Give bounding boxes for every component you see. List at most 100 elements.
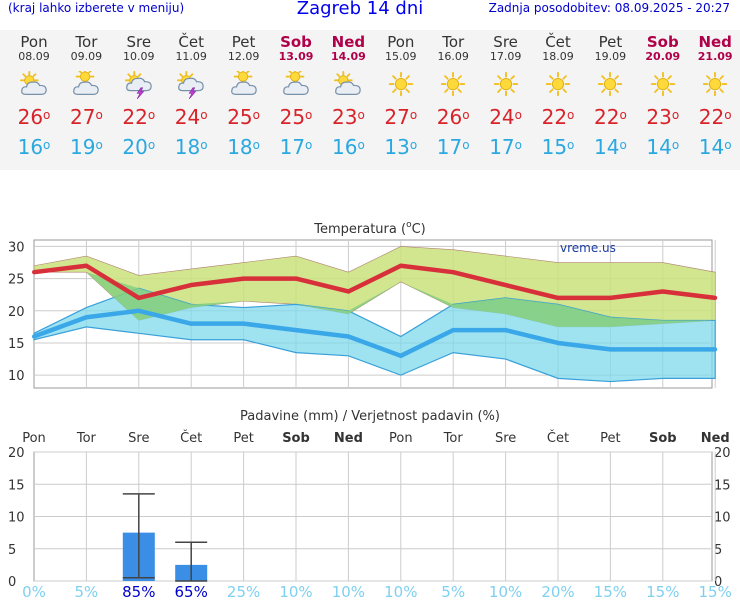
- forecast-day: Čet 11.09 24o 18o: [165, 30, 217, 160]
- max-temp: 25o: [227, 105, 260, 129]
- precip-y-tick-label-left: 15: [8, 478, 25, 493]
- min-temp-point: [346, 334, 351, 339]
- min-temp: 14o: [698, 135, 732, 159]
- precip-y-tick-label-left: 5: [8, 543, 16, 558]
- temperature-chart-title: Temperatura (oC): [313, 220, 425, 237]
- forecast-day: Pon 15.09 27o 13o: [375, 30, 427, 160]
- page-title: Zagreb 14 dni: [296, 0, 424, 19]
- max-temp: 22o: [122, 105, 156, 129]
- day-date: 21.09: [697, 50, 733, 63]
- temperature-y-tick-label: 20: [8, 305, 25, 320]
- partly-sunny-icon: [20, 71, 47, 95]
- forecast-day: Ned 21.09 22o 14o: [689, 30, 740, 160]
- max-temp: 27o: [69, 105, 103, 129]
- max-temp: 27o: [384, 105, 418, 129]
- forecast-day: Tor 16.09 26o 17o: [427, 30, 479, 160]
- precip-probability-label: 85%: [122, 583, 155, 600]
- day-date: 15.09: [385, 50, 417, 63]
- min-temp: 17o: [436, 135, 470, 159]
- precip-day-label: Ned: [334, 431, 363, 446]
- day-date: 11.09: [175, 50, 207, 63]
- precip-day-label: Sob: [649, 431, 677, 446]
- day-name: Ned: [331, 33, 366, 51]
- temperature-y-tick-label: 30: [8, 240, 25, 255]
- sun-thunderstorm-icon: [177, 71, 204, 99]
- max-temp-point: [713, 295, 718, 300]
- precip-probability-label: 65%: [175, 583, 208, 600]
- precip-probability-label: 15%: [594, 583, 627, 600]
- precip-day-label: Čet: [180, 430, 202, 446]
- min-temp-point: [556, 340, 560, 345]
- watermark: vreme.us: [560, 241, 616, 255]
- day-date: 18.09: [542, 50, 574, 63]
- min-temp-point: [32, 334, 36, 339]
- max-temp: 24o: [174, 105, 208, 129]
- day-date: 09.09: [70, 50, 103, 63]
- max-temp: 25o: [279, 105, 313, 129]
- min-temp: 17o: [489, 135, 522, 159]
- last-updated-text: Zadnja posodobitev: 08.09.2025 - 20:27: [488, 1, 730, 15]
- day-date: 08.09: [18, 50, 50, 63]
- day-date: 10.09: [123, 50, 155, 63]
- precip-y-tick-label-right: 20: [714, 446, 731, 461]
- day-name: Pet: [598, 33, 623, 51]
- precip-chart-title: Padavine (mm) / Verjetnost padavin (%): [240, 409, 500, 424]
- temperature-y-tick-label: 10: [8, 369, 25, 384]
- sunny-icon: [703, 71, 728, 97]
- day-name: Pon: [20, 33, 48, 51]
- sunny-icon: [598, 71, 623, 97]
- cloudy-icon: [230, 71, 257, 95]
- max-temp-line: [33, 263, 716, 301]
- forecast-day: Sre 17.09 24o 17o: [480, 30, 532, 160]
- min-temp-point: [713, 347, 718, 352]
- precip-day-label: Pon: [389, 431, 413, 446]
- max-temp-point: [189, 283, 194, 288]
- daily-forecast-strip: Pon 08.09 26o 16o Tor 09.09 27o 19o Sre 10.09 22o 2…: [0, 30, 740, 170]
- precip-day-label: Tor: [76, 431, 97, 446]
- band-overlap-area: [34, 272, 716, 327]
- day-name: Tor: [442, 33, 465, 51]
- max-temp-point: [346, 289, 351, 294]
- day-date: 17.09: [489, 50, 522, 63]
- precip-y-tick-label-right: 15: [714, 478, 731, 493]
- max-temp-point: [660, 289, 665, 294]
- min-temp: 19o: [69, 135, 103, 159]
- sun-thunderstorm-icon: [124, 71, 152, 99]
- precip-probability-label: 10%: [384, 583, 417, 600]
- max-temp-point: [451, 270, 456, 275]
- max-temp-point: [294, 276, 298, 281]
- min-temp: 13o: [384, 135, 418, 159]
- day-name: Sre: [493, 33, 518, 51]
- forecast-day: Tor 09.09 27o 19o: [60, 30, 112, 160]
- min-temp-point: [84, 315, 89, 320]
- day-date: 13.09: [278, 50, 314, 63]
- min-temp: 18o: [227, 135, 260, 159]
- min-temp-point: [608, 347, 613, 352]
- precip-probability-label: 20%: [541, 583, 574, 600]
- max-temp: 26o: [17, 105, 51, 129]
- min-temp: 16o: [17, 135, 51, 159]
- forecast-day: Sob 20.09 23o 14o: [637, 30, 689, 160]
- max-temp-point: [84, 263, 89, 268]
- temperature-y-tick-label: 15: [8, 337, 25, 352]
- location-menu-note[interactable]: (kraj lahko izberete v meniju): [8, 1, 185, 15]
- max-temp: 23o: [331, 105, 365, 129]
- precip-day-label: Ned: [701, 431, 730, 446]
- max-temp-point: [556, 295, 560, 300]
- max-temp: 26o: [436, 105, 470, 129]
- forecast-day: Pon 08.09 26o 16o: [8, 30, 60, 160]
- min-temp-point: [136, 308, 141, 313]
- precip-y-tick-label-right: 5: [714, 543, 722, 558]
- precip-y-tick-label-right: 10: [714, 511, 731, 526]
- min-temp: 14o: [646, 135, 680, 159]
- temperature-y-tick-label: 25: [8, 273, 25, 288]
- precip-probability-label: 15%: [699, 583, 732, 600]
- sunny-icon: [441, 71, 466, 97]
- precip-day-label: Sob: [282, 431, 310, 446]
- min-temp-point: [451, 328, 456, 333]
- max-temp-point: [32, 270, 36, 275]
- min-temp: 17o: [279, 135, 313, 159]
- min-temp-point: [241, 321, 246, 326]
- precip-y-tick-label-left: 0: [8, 575, 16, 590]
